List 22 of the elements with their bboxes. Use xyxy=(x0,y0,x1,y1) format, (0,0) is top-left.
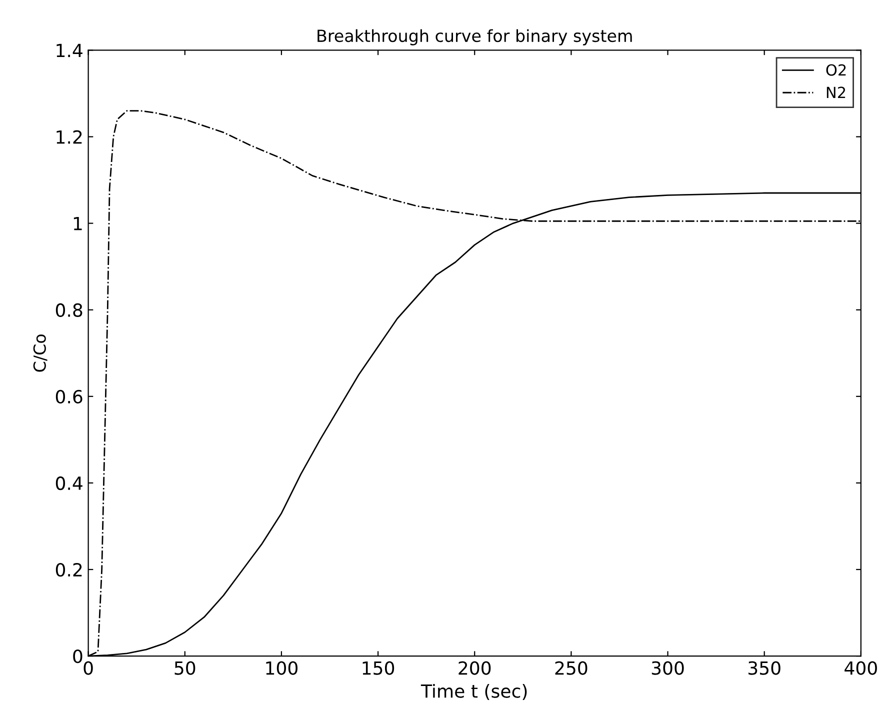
x-tick-label: 300 xyxy=(652,661,684,675)
x-tick-label: 400 xyxy=(844,661,877,675)
chart-title: Breakthrough curve for binary system xyxy=(318,29,632,46)
y-tick-label: 0 xyxy=(73,650,82,664)
x-tick-label: 200 xyxy=(458,661,491,675)
y-tick-label: 1 xyxy=(74,216,82,230)
x-tick-label: 100 xyxy=(266,661,298,675)
y-tick-label: 1.2 xyxy=(56,130,82,144)
y-tick-label: 0.6 xyxy=(56,390,82,404)
y-tick-label: 0.8 xyxy=(56,303,82,317)
y-axis-title: C/Co xyxy=(33,334,48,372)
x-tick-label: 50 xyxy=(174,661,196,675)
y-tick-label: 0.2 xyxy=(56,562,82,577)
x-axis-title: Time t (sec) xyxy=(420,684,527,700)
x-tick-label: 350 xyxy=(748,661,780,675)
x-tick-label: 250 xyxy=(555,661,588,675)
y-tick-label: 0.4 xyxy=(56,476,82,490)
legend-label: O2 xyxy=(826,64,846,76)
y-tick-label: 1.4 xyxy=(56,44,82,58)
x-tick-label: 0 xyxy=(84,661,93,675)
x-tick-label: 150 xyxy=(362,661,394,675)
legend-label: N2 xyxy=(826,86,846,98)
